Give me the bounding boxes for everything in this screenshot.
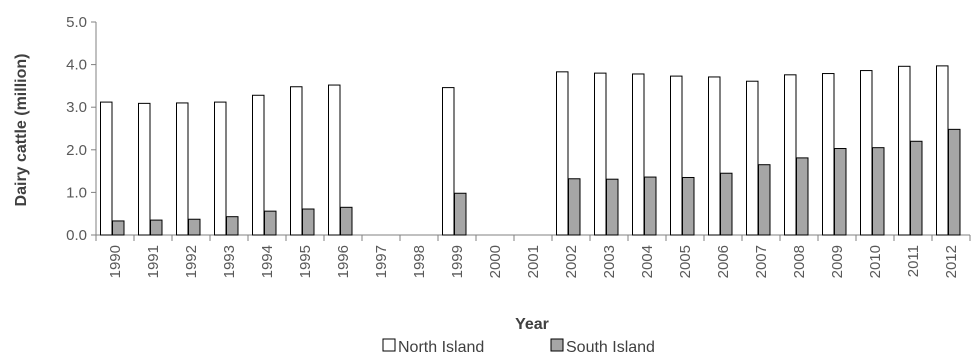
x-tick-label: 1992	[183, 245, 200, 278]
x-tick-label: 2001	[525, 245, 542, 278]
x-tick-label: 1996	[335, 245, 352, 278]
bar-north-island-2002	[556, 71, 569, 236]
plot-area: 0.0 1.0 2.0 3.0 4.0 5.0 1990 1991 1992 1993 1994 19…	[66, 14, 971, 278]
x-tick-label: 2004	[639, 245, 656, 278]
y-tick-label: 4.0	[66, 57, 87, 74]
bar-south-island-1993	[226, 216, 239, 236]
x-tick-label: 1998	[411, 245, 428, 278]
bar-north-island-2008	[784, 74, 797, 236]
bar-north-island-1991	[138, 102, 151, 236]
x-tick-label: 2011	[905, 245, 922, 277]
bar-south-island-1991	[150, 219, 163, 236]
bar-north-island-1995	[290, 86, 303, 236]
y-tick-label: 3.0	[66, 99, 87, 116]
bar-north-island-2009	[822, 73, 835, 236]
bar-north-island-1999	[442, 87, 455, 236]
bar-south-island-1992	[188, 218, 201, 236]
y-tick-label: 0.0	[66, 227, 87, 244]
x-tick-label: 2008	[791, 245, 808, 278]
bar-south-island-2005	[682, 176, 695, 236]
bar-south-island-1990	[112, 220, 125, 236]
bar-south-island-1996	[340, 206, 353, 236]
bar-north-island-2012	[936, 65, 949, 236]
legend: North Island South Island	[382, 338, 655, 356]
bar-north-island-1993	[214, 101, 227, 236]
bar-south-island-2007	[758, 164, 771, 236]
x-tick-label: 1993	[221, 245, 238, 278]
bar-north-island-1992	[176, 102, 189, 236]
x-tick-label: 1991	[145, 245, 162, 278]
x-tick-label: 1994	[259, 245, 276, 278]
x-tick-label: 1990	[107, 245, 124, 278]
bar-south-island-2012	[948, 128, 961, 236]
bar-north-island-2007	[746, 80, 759, 236]
bar-north-island-2006	[708, 76, 721, 236]
bar-south-island-1994	[264, 210, 277, 236]
bar-north-island-2005	[670, 75, 683, 236]
bar-south-island-2010	[872, 147, 885, 236]
x-tick-label: 2000	[487, 245, 504, 278]
bar-north-island-1990	[100, 101, 113, 236]
bar-south-island-2009	[834, 148, 847, 236]
x-tick-label: 1997	[373, 245, 390, 278]
bar-north-island-2011	[898, 65, 911, 236]
bar-north-island-1996	[328, 84, 341, 236]
bar-south-island-2008	[796, 157, 809, 236]
x-tick-label: 2003	[601, 245, 618, 278]
bar-north-island-2004	[632, 73, 645, 236]
bar-north-island-1994	[252, 94, 265, 236]
bar-south-island-2006	[720, 172, 733, 236]
x-tick-label: 1995	[297, 245, 314, 278]
legend-label-south-island: South Island	[566, 339, 655, 356]
x-tick-label: 2010	[867, 245, 884, 278]
x-tick-label: 2002	[563, 245, 580, 278]
bar-south-island-2002	[568, 178, 581, 236]
bar-north-island-2003	[594, 72, 607, 236]
x-tick-label: 2007	[753, 245, 770, 278]
legend-swatch-south-island	[550, 338, 564, 352]
bar-south-island-1995	[302, 208, 315, 236]
x-tick-label: 1999	[449, 245, 466, 278]
bar-south-island-2003	[606, 178, 619, 236]
y-tick-label: 1.0	[66, 184, 87, 201]
y-tick-label: 2.0	[66, 142, 87, 159]
x-tick-label: 2006	[715, 245, 732, 278]
x-tick-label: 2005	[677, 245, 694, 278]
bar-south-island-1999	[454, 192, 467, 236]
legend-label-north-island: North Island	[398, 339, 484, 356]
y-axis-title: Dairy cattle (million)	[13, 54, 30, 207]
x-tick-label: 2012	[943, 245, 960, 278]
bar-north-island-2010	[860, 70, 873, 236]
legend-swatch-north-island	[382, 338, 396, 352]
y-tick-label: 5.0	[66, 14, 87, 31]
x-axis-title: Year	[515, 316, 549, 333]
bar-south-island-2004	[644, 176, 657, 236]
bar-south-island-2011	[910, 140, 923, 236]
x-tick-label: 2009	[829, 245, 846, 278]
